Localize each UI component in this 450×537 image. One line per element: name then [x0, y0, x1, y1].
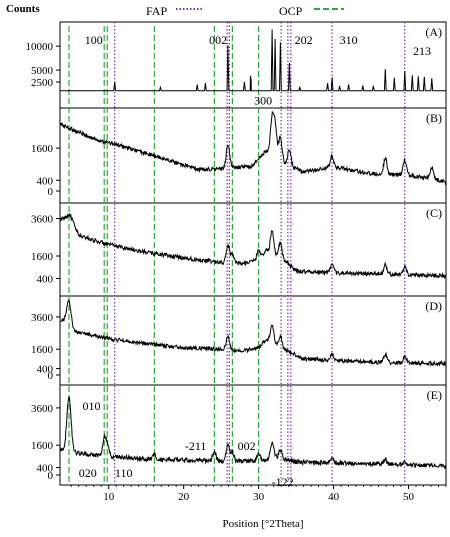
- y-tick-label: 400: [37, 364, 54, 376]
- miller-index-label: 010: [82, 399, 100, 413]
- panel-label: (D): [425, 299, 442, 313]
- series-line-4: [59, 298, 447, 368]
- miller-index-label: 100: [85, 33, 103, 47]
- y-tick-label: 2500: [31, 77, 54, 89]
- x-tick-label: 40: [328, 491, 340, 503]
- x-tick-label: 50: [403, 491, 415, 503]
- y-tick-label: 400: [37, 274, 54, 286]
- y-tick-label: 1600: [31, 143, 54, 155]
- y-tick-label: 5000: [31, 65, 54, 77]
- y-tick-label: 3600: [31, 403, 54, 415]
- panel-label: (A): [425, 25, 442, 39]
- chart-text-layer: Counts Position [°2Theta] FAP OCP: [6, 3, 344, 530]
- reference-lines: [68, 22, 406, 485]
- panel-label: (C): [426, 206, 442, 220]
- x-tick-label: 20: [178, 491, 190, 503]
- y-tick-label: 1600: [31, 344, 54, 356]
- series-line-5: [59, 396, 447, 470]
- panel-label: (E): [427, 388, 442, 402]
- y-axis-title: Counts: [6, 3, 40, 15]
- x-tick-label: 10: [103, 491, 115, 503]
- panel-label: (B): [426, 111, 442, 125]
- series-line-2: [59, 110, 447, 186]
- miller-index-label: 020: [79, 466, 97, 480]
- y-tick-label: 400: [37, 175, 54, 187]
- y-tick-label: 10000: [26, 41, 54, 53]
- y-tick-label: 3600: [31, 214, 54, 226]
- miller-index-label: 202: [295, 33, 313, 47]
- y-tick-label: 1600: [31, 440, 54, 452]
- y-tick-label: 3600: [31, 312, 54, 324]
- miller-index-label: 213: [413, 44, 431, 58]
- miller-index-label: -122: [272, 475, 294, 489]
- y-tick-label: 0: [48, 370, 54, 382]
- y-tick-label: 0: [48, 186, 54, 198]
- legend-fap-label: FAP: [146, 4, 167, 18]
- miller-index-label: 002: [209, 33, 227, 47]
- series-line-1: [60, 29, 446, 92]
- x-axis-title: Position [°2Theta]: [222, 518, 303, 530]
- y-tick-label: 400: [37, 463, 54, 475]
- panel-frame-2: [59, 107, 447, 204]
- miller-index-label: 310: [340, 33, 358, 47]
- panel-frame-1: [59, 21, 447, 109]
- y-tick-label: 0: [48, 470, 54, 482]
- series-line-3: [59, 212, 447, 280]
- miller-index-label: 110: [115, 466, 133, 480]
- miller-index-label: 002: [238, 439, 256, 453]
- miller-index-label: 300: [254, 94, 272, 108]
- x-tick-label: 30: [253, 491, 265, 503]
- legend-ocp-label: OCP: [279, 4, 303, 18]
- x-axis: 10 20 30 40 50: [70, 485, 447, 503]
- y-tick-label: 1600: [31, 251, 54, 263]
- panel-frame-3: [59, 202, 447, 297]
- panel-3: 400 1600 3600 (C): [31, 206, 447, 286]
- miller-index-label: -211: [185, 439, 207, 453]
- panel-frames: [59, 21, 447, 486]
- panel-frame-5: [59, 384, 447, 486]
